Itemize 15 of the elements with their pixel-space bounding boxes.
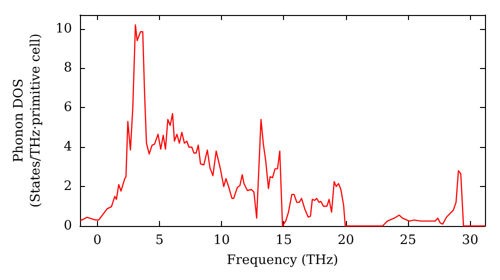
y-tick-label: 6	[64, 100, 72, 116]
x-tick-label: 15	[275, 233, 292, 248]
y-tick-label: 10	[55, 21, 72, 36]
x-tick-label: 10	[213, 233, 230, 248]
x-tick-label: 30	[462, 233, 478, 248]
x-tick-label: 5	[155, 233, 164, 248]
x-tick-label: 20	[338, 233, 354, 248]
x-axis-title: Frequency (THz)	[226, 252, 338, 268]
y-tick-label: 4	[64, 140, 72, 155]
y-axis-title: Phonon DOS (States/THz·primitive cell)	[12, 33, 44, 208]
y-tick-label: 0	[64, 218, 72, 234]
x-tick-label: 25	[400, 233, 416, 248]
x-tick-label: 0	[93, 233, 102, 248]
y-tick-label: 2	[64, 179, 72, 194]
y-tick-label: 8	[64, 60, 72, 76]
